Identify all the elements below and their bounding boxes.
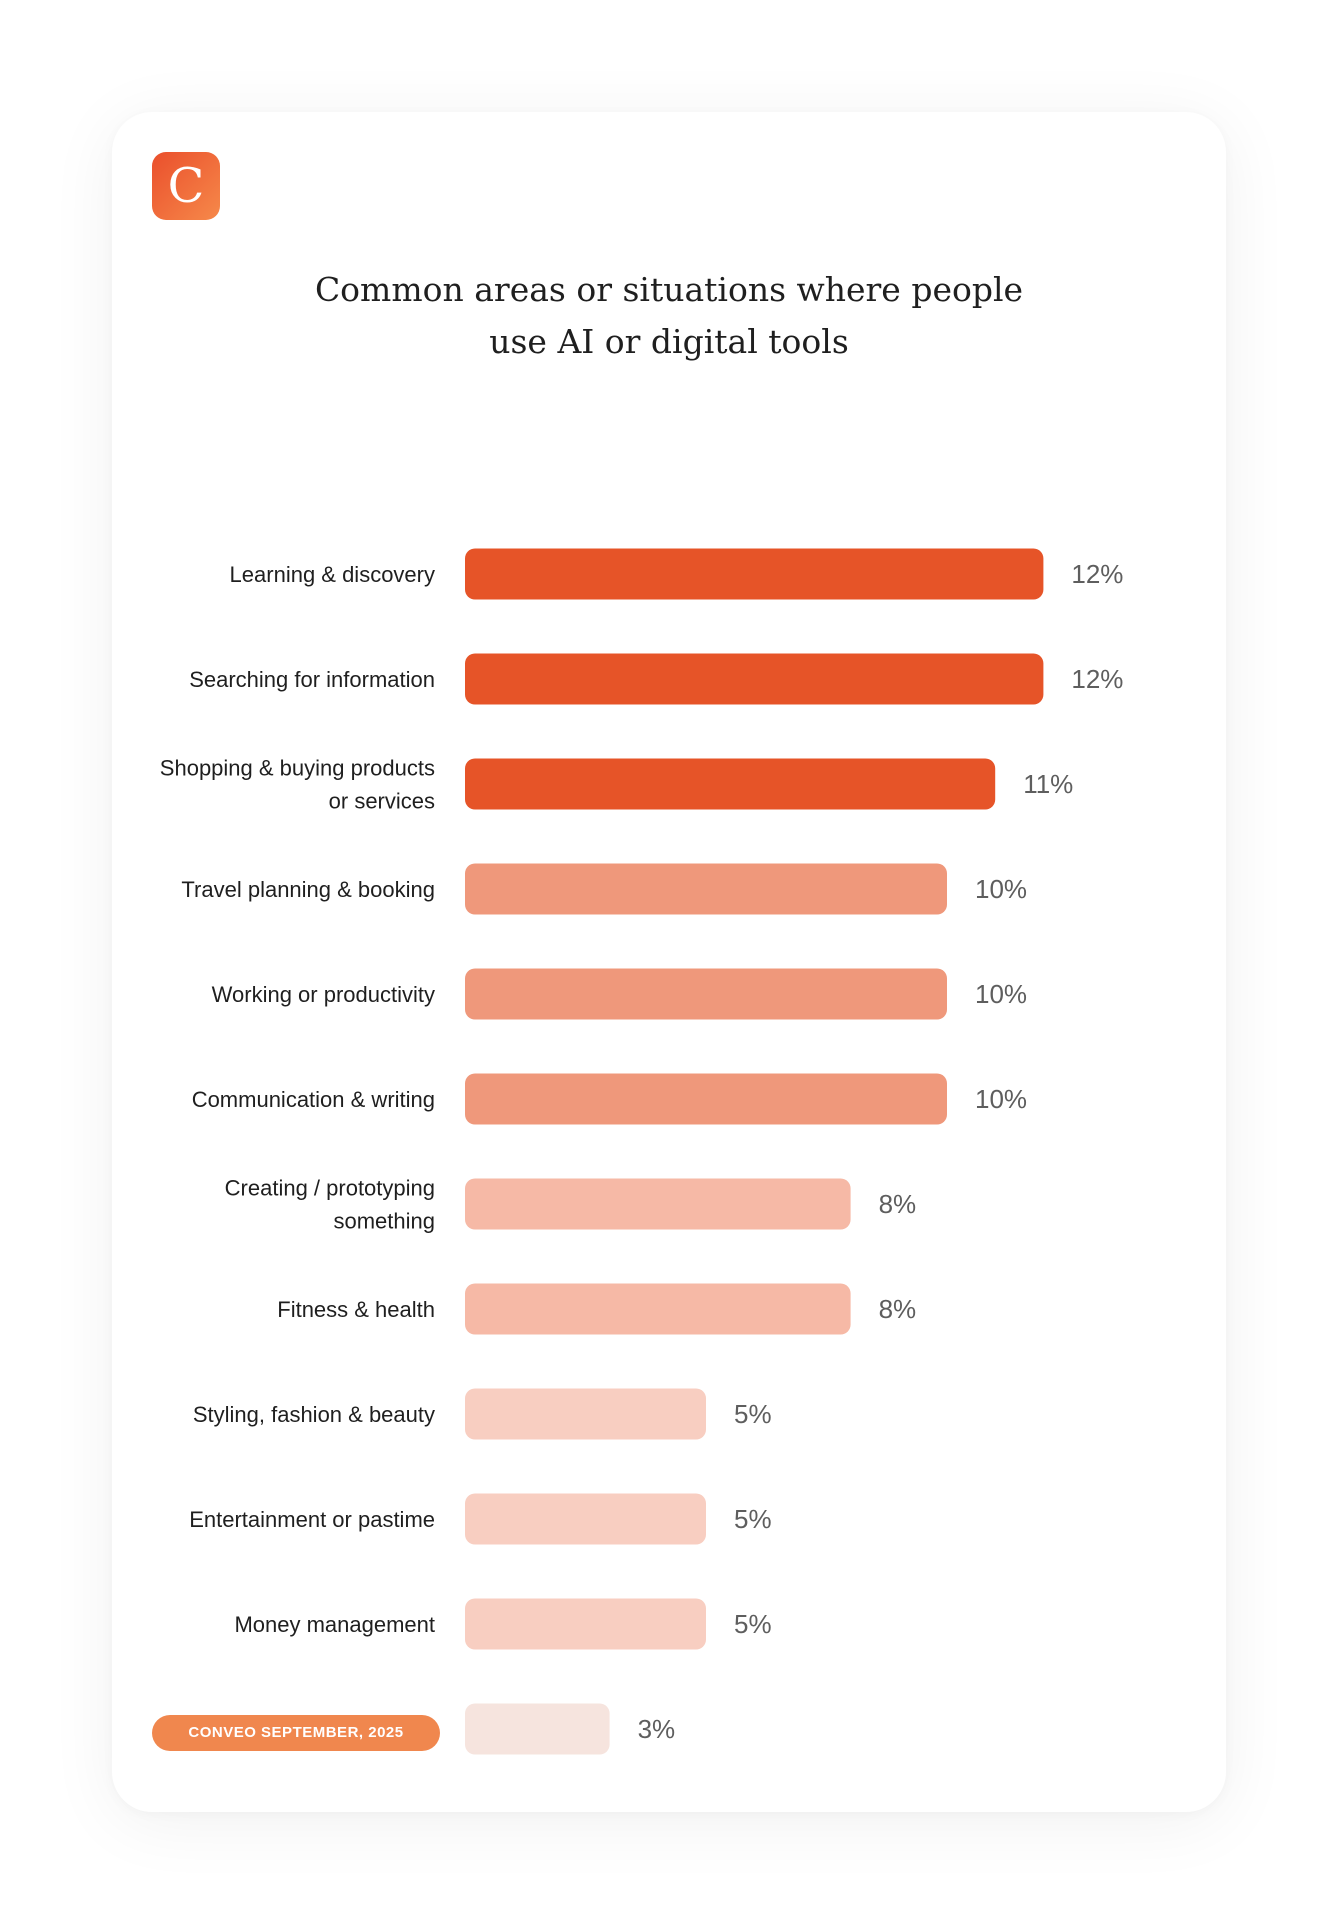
value-label-10: 5% [734,1609,772,1639]
value-label-0: 12% [1071,559,1123,589]
bar-3 [465,863,947,915]
chart-title: Common areas or situations where people … [112,264,1226,368]
bar-9 [465,1493,706,1545]
category-label-1: Searching for information [189,667,435,692]
source-badge: CONVEO SEPTEMBER, 2025 [152,1715,440,1751]
category-label-8: Styling, fashion & beauty [193,1402,435,1427]
value-label-9: 5% [734,1504,772,1534]
bar-2 [465,758,996,810]
value-label-2: 11% [1023,769,1073,799]
bar-7 [465,1283,851,1335]
category-label-2-line-1: or services [329,789,435,814]
category-label-2-line-0: Shopping & buying products [160,756,435,781]
chart-title-line-1: Common areas or situations where people [314,270,1024,309]
value-label-5: 10% [975,1084,1027,1114]
category-label-7: Fitness & health [277,1297,435,1322]
category-label-0: Learning & discovery [230,562,435,587]
category-label-6-line-1: something [333,1209,435,1234]
bar-10 [465,1598,706,1650]
value-label-3: 10% [975,874,1027,904]
bar-chart: Learning & discovery 12% Searching for inf… [160,548,1123,1755]
category-label-3: Travel planning & booking [181,877,435,902]
bar-5 [465,1073,947,1125]
category-label-6-line-0: Creating / prototyping [225,1176,435,1201]
bar-11 [465,1703,610,1755]
value-label-4: 10% [975,979,1027,1009]
value-label-6: 8% [879,1189,917,1219]
conveo-logo: C [152,152,220,220]
category-label-10: Money management [234,1612,435,1637]
chart-title-line-2: use AI or digital tools [489,322,849,361]
value-label-11: 3% [638,1714,676,1744]
value-label-1: 12% [1071,664,1123,694]
bar-8 [465,1388,706,1440]
bar-1 [465,653,1044,705]
value-label-7: 8% [879,1294,917,1324]
bar-0 [465,548,1044,600]
value-label-8: 5% [734,1399,772,1429]
category-label-5: Communication & writing [192,1087,435,1112]
bar-4 [465,968,947,1020]
chart-card: C Common areas or situations where peopl… [112,112,1226,1812]
category-label-4: Working or productivity [212,982,435,1007]
category-label-9: Entertainment or pastime [189,1507,435,1532]
bar-6 [465,1178,851,1230]
